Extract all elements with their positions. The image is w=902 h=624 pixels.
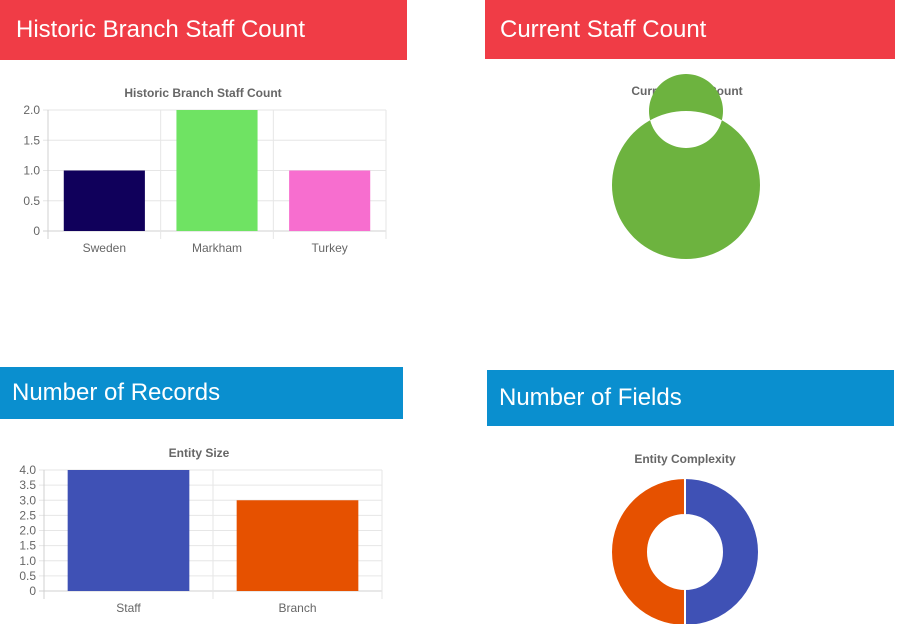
- x-tick-label: Sweden: [83, 241, 126, 255]
- y-tick-label: 0.5: [23, 194, 40, 208]
- y-tick-label: 2.0: [19, 524, 36, 538]
- bar: [236, 500, 359, 591]
- chart-title: Entity Complexity: [634, 452, 736, 466]
- y-tick-label: 0: [29, 584, 36, 598]
- y-tick-label: 0: [33, 224, 40, 238]
- bar: [63, 170, 145, 231]
- chart-title: Entity Size: [169, 446, 230, 460]
- y-tick-label: 4.0: [19, 463, 36, 477]
- entity-complexity-doughnut-chart: Entity Complexity: [610, 452, 760, 624]
- doughnut-slice: [610, 476, 686, 624]
- panel-title: Number of Records: [12, 379, 221, 406]
- x-tick-label: Branch: [278, 601, 316, 615]
- current-staff-doughnut-chart: Current Staff Count: [611, 74, 760, 259]
- y-tick-label: 1.5: [19, 539, 36, 553]
- doughnut-slice: [684, 476, 760, 624]
- chart-title: Historic Branch Staff Count: [124, 86, 281, 100]
- y-tick-label: 3.5: [19, 478, 36, 492]
- y-tick-label: 1.0: [23, 164, 40, 178]
- panel-header-historic: Historic Branch Staff Count: [0, 0, 407, 60]
- panel-header-current: Current Staff Count: [485, 0, 895, 59]
- bar: [67, 470, 190, 591]
- x-tick-label: Turkey: [312, 241, 348, 255]
- y-tick-label: 3.0: [19, 493, 36, 507]
- panel-title: Current Staff Count: [500, 15, 707, 43]
- panel-header-records: Number of Records: [0, 367, 403, 419]
- panel-title: Number of Fields: [499, 384, 682, 411]
- x-tick-label: Staff: [116, 601, 141, 615]
- bar: [176, 110, 258, 231]
- bar: [289, 170, 371, 231]
- panel-header-fields: Number of Fields: [487, 370, 894, 426]
- y-tick-label: 1.0: [19, 554, 36, 568]
- y-tick-label: 2.5: [19, 508, 36, 522]
- entity-size-bar-chart: Entity Size 00.51.01.52.0 2.53.03.54.0 Staf…: [19, 446, 383, 615]
- historic-branch-bar-chart: Historic Branch Staff Count 0 0.5 1.0 1.5 2.0…: [23, 86, 387, 255]
- x-tick-label: Markham: [192, 241, 242, 255]
- y-tick-label: 1.5: [23, 133, 40, 147]
- y-tick-label: 0.5: [19, 569, 36, 583]
- doughnut-slice: [611, 74, 760, 259]
- y-tick-label: 2.0: [23, 103, 40, 117]
- panel-title: Historic Branch Staff Count: [16, 16, 306, 43]
